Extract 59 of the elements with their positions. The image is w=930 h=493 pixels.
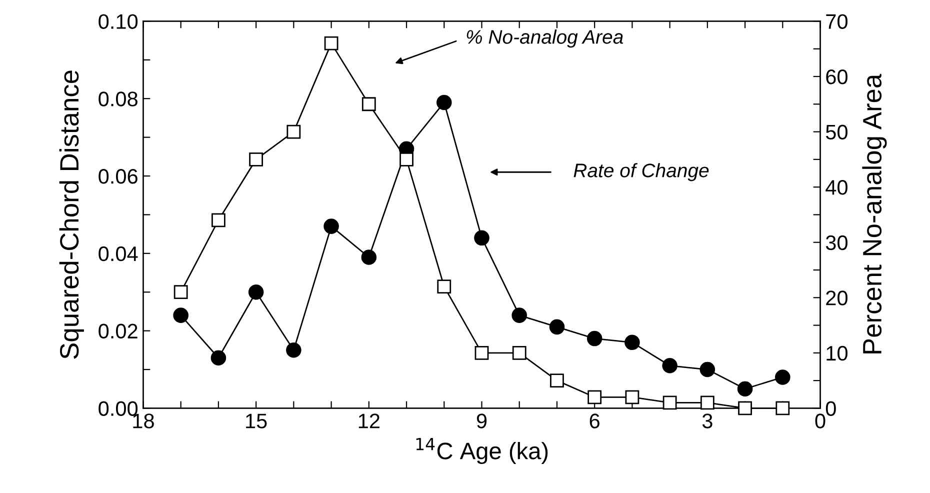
point bbox=[662, 396, 677, 410]
point bbox=[512, 308, 527, 323]
point bbox=[586, 330, 602, 346]
point bbox=[248, 284, 264, 300]
annotation: % No-analog Area bbox=[466, 30, 623, 48]
point bbox=[362, 97, 376, 112]
point bbox=[474, 230, 490, 246]
x-tick-label: 9 bbox=[476, 414, 487, 428]
y2-tick-label: 60 bbox=[826, 69, 848, 84]
x-tick-label: 6 bbox=[590, 414, 600, 428]
point bbox=[437, 280, 452, 294]
x-tick-label: 18 bbox=[133, 414, 154, 428]
annotation: Rate of Change bbox=[574, 163, 709, 182]
point bbox=[324, 218, 339, 234]
point bbox=[324, 36, 338, 50]
y-tick-label: 0.04 bbox=[98, 246, 138, 262]
point bbox=[286, 124, 301, 139]
x-tick-label: 0 bbox=[815, 414, 826, 428]
y2-tick-label: 70 bbox=[826, 14, 848, 29]
y-axis-title: Squared-Chord Distance bbox=[59, 70, 84, 359]
point bbox=[700, 362, 716, 378]
point bbox=[549, 319, 565, 335]
x-tick-label: 3 bbox=[702, 414, 712, 428]
y2-tick-label: 20 bbox=[826, 290, 848, 306]
y2-tick-label: 30 bbox=[826, 235, 848, 250]
point bbox=[738, 401, 752, 416]
point bbox=[436, 94, 452, 110]
point bbox=[550, 374, 564, 388]
point bbox=[775, 370, 790, 385]
point bbox=[662, 358, 678, 374]
point bbox=[700, 396, 714, 410]
y2-tick-label: 0 bbox=[826, 401, 836, 416]
point bbox=[474, 346, 489, 360]
point bbox=[174, 285, 188, 300]
point bbox=[212, 213, 226, 228]
point bbox=[249, 152, 264, 166]
y-tick-label: 0.10 bbox=[98, 14, 138, 29]
y2-tick-label: 50 bbox=[826, 124, 848, 140]
point bbox=[400, 152, 414, 166]
point bbox=[588, 390, 602, 404]
point bbox=[361, 250, 377, 265]
x-tick-label: 12 bbox=[358, 414, 380, 428]
point bbox=[624, 334, 640, 350]
x-axis-title: $^{14}$C Age (ka) bbox=[416, 438, 548, 464]
point bbox=[737, 381, 753, 396]
point bbox=[512, 346, 526, 360]
y2-tick-label: 10 bbox=[826, 346, 848, 361]
point bbox=[173, 308, 188, 323]
y2-tick-label: 40 bbox=[826, 180, 848, 195]
y-tick-label: 0.06 bbox=[98, 169, 138, 184]
point bbox=[286, 342, 302, 358]
point bbox=[210, 350, 226, 366]
y-tick-label: 0.08 bbox=[98, 92, 138, 106]
point bbox=[625, 390, 640, 404]
x-tick-label: 15 bbox=[246, 414, 267, 428]
point bbox=[776, 401, 790, 416]
y-tick-label: 0.02 bbox=[98, 324, 138, 339]
y2-axis-title: Percent No-analog Area bbox=[862, 74, 887, 354]
y-tick-label: 0.00 bbox=[98, 401, 138, 416]
